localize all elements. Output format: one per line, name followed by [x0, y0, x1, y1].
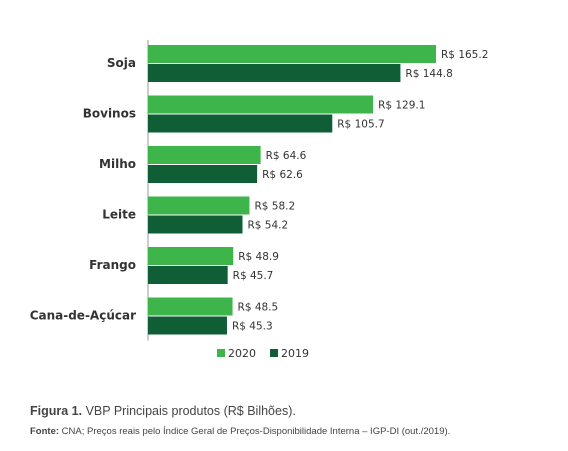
bar-2020	[148, 146, 261, 164]
data-label: R$ 48.9	[238, 251, 279, 263]
figure-caption: Figura 1. VBP Principais produtos (R$ Bi…	[30, 404, 296, 418]
bar-chart: Soja Bovinos Milho Leite Frango Cana-de-Açúca…	[30, 40, 488, 360]
data-label: R$ 144.8	[405, 68, 452, 80]
legend-label: 2019	[281, 347, 309, 360]
bar-2020	[148, 196, 250, 215]
bar-2020	[148, 45, 436, 63]
bar-2019	[148, 316, 227, 335]
data-label: R$ 45.7	[233, 270, 274, 282]
bar-2019	[148, 114, 333, 133]
data-label: R$ 48.5	[238, 302, 279, 314]
category-label: Cana-de-Açúcar	[30, 309, 136, 323]
category-label: Leite	[102, 208, 136, 222]
bar-2020	[148, 95, 374, 114]
data-label: R$ 165.2	[441, 49, 488, 61]
legend-swatch	[270, 349, 278, 357]
category-label: Milho	[99, 157, 136, 171]
data-label: R$ 54.2	[247, 220, 288, 232]
data-label: R$ 105.7	[337, 119, 384, 131]
bar-2019	[148, 64, 401, 82]
source-label: Fonte:	[30, 426, 60, 437]
bar-2019	[148, 266, 228, 284]
legend-label: 2020	[228, 347, 256, 360]
figure-title: VBP Principais produtos (R$ Bilhões).	[82, 404, 296, 418]
legend-swatch	[217, 349, 225, 357]
figure-label: Figura 1.	[30, 404, 83, 418]
data-label: R$ 58.2	[254, 201, 295, 213]
category-label: Frango	[89, 258, 136, 272]
figure-source: Fonte: CNA; Preços reais pelo Índice Ger…	[30, 426, 450, 437]
bar-2020	[148, 247, 234, 265]
bar-2019	[148, 165, 258, 183]
source-text: CNA; Preços reais pelo Índice Geral de P…	[59, 426, 451, 437]
data-label: R$ 62.6	[262, 169, 303, 181]
category-label: Bovinos	[83, 107, 136, 121]
category-label: Soja	[107, 56, 136, 70]
bar-2020	[148, 297, 233, 316]
data-label: R$ 64.6	[266, 150, 307, 162]
bar-2019	[148, 215, 243, 234]
data-label: R$ 129.1	[378, 100, 425, 112]
data-label: R$ 45.3	[232, 321, 273, 333]
